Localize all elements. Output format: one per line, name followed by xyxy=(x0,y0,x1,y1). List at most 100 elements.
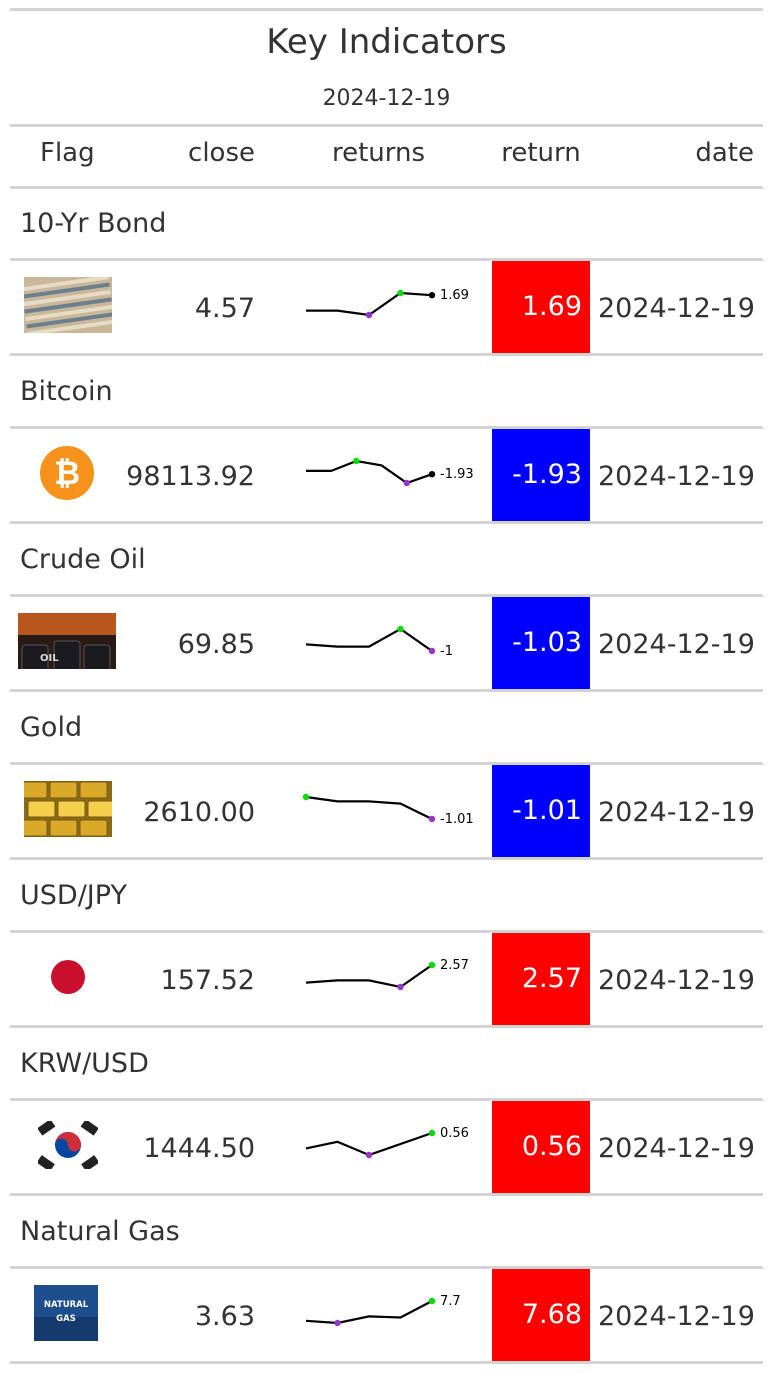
returns-sparkline: -1.01 xyxy=(302,793,474,827)
sparkline-max-point xyxy=(353,457,360,465)
date-value: 2024-12-19 xyxy=(598,293,755,324)
asset-icon-cell xyxy=(24,781,112,837)
date-value: 2024-12-19 xyxy=(598,1133,755,1164)
japan-sun xyxy=(51,960,85,994)
table-title: Key Indicators xyxy=(266,22,507,62)
row-divider xyxy=(10,1361,763,1364)
bond-stripe xyxy=(24,282,110,299)
gas-label: NATURAL xyxy=(44,1300,89,1310)
returns-sparkline: 7.7 xyxy=(305,1294,461,1327)
row-divider xyxy=(10,353,763,356)
returns-sparkline: 0.56 xyxy=(305,1126,469,1159)
gold-bar xyxy=(79,819,108,837)
sparkline-last-point xyxy=(428,1129,436,1137)
sparkline-last-label: -1.01 xyxy=(440,812,474,827)
sparkline-max-point xyxy=(302,793,310,801)
gold-bar xyxy=(24,819,48,837)
bitcoin-icon: ₿ xyxy=(40,446,94,500)
returns-sparkline: -1 xyxy=(305,625,453,659)
sparkline-path xyxy=(305,1131,433,1157)
gold-bar xyxy=(24,781,48,799)
sparkline-last-point xyxy=(428,471,436,478)
sparkline-max-point xyxy=(397,625,404,633)
close-value: 98113.92 xyxy=(126,461,255,492)
sparkline-last-point xyxy=(428,815,436,823)
sparkline-last-label: 0.56 xyxy=(440,1126,469,1141)
korea-trigram xyxy=(80,1121,98,1136)
bitcoin-circle xyxy=(40,446,94,500)
group-divider xyxy=(10,594,763,597)
sparkline-min-point xyxy=(365,1151,373,1159)
bond-stripe xyxy=(24,289,111,307)
asset-icon-cell: OIL xyxy=(18,613,116,669)
group-divider xyxy=(10,1098,763,1101)
gold-bar xyxy=(79,781,108,799)
sparkline-last-label: 2.57 xyxy=(440,958,469,973)
bond-stripe xyxy=(24,297,112,314)
sparkline-path xyxy=(305,627,433,652)
close-value: 1444.50 xyxy=(143,1133,255,1164)
returns-sparkline: -1.93 xyxy=(306,457,474,487)
return-value: 7.68 xyxy=(492,1269,590,1361)
close-value: 3.63 xyxy=(194,1301,255,1332)
bond-stripe xyxy=(25,304,112,322)
row-divider xyxy=(10,857,763,860)
column-header-flag[interactable]: Flag xyxy=(40,138,95,168)
korea-trigram xyxy=(38,1121,56,1136)
korea-trigram xyxy=(81,1155,98,1169)
header-bottom-border xyxy=(10,186,763,189)
asset-icon-cell xyxy=(38,1121,98,1169)
asset-icon-cell xyxy=(24,277,112,333)
return-value: -1.93 xyxy=(492,429,590,521)
date-value: 2024-12-19 xyxy=(598,965,755,996)
sparkline-path xyxy=(305,964,433,989)
table-top-border xyxy=(10,8,763,11)
gold-bar xyxy=(49,819,78,837)
bond-stripe xyxy=(24,277,109,292)
column-header-date[interactable]: date xyxy=(695,138,754,168)
bitcoin-symbol: ₿ xyxy=(54,454,80,492)
sparkline-path xyxy=(306,459,433,485)
row-divider xyxy=(10,689,763,692)
column-header-return[interactable]: return xyxy=(501,138,581,168)
close-value: 157.52 xyxy=(160,965,255,996)
group-header: Crude Oil xyxy=(20,544,146,575)
korea-flag-icon xyxy=(38,1121,98,1169)
column-header-close[interactable]: close xyxy=(188,138,255,168)
treasury-bonds-image xyxy=(24,277,112,333)
oil-label: OIL xyxy=(40,653,59,664)
sparkline-min-point xyxy=(397,983,404,991)
oil-sky xyxy=(18,613,116,635)
gold-bars-image xyxy=(24,781,112,837)
close-value: 4.57 xyxy=(194,293,255,324)
group-header: 10-Yr Bond xyxy=(20,208,167,239)
oil-barrel xyxy=(21,644,49,669)
sparkline-last-point xyxy=(428,292,436,299)
sparkline-path xyxy=(305,1300,433,1325)
korea-trigram xyxy=(38,1155,55,1169)
gold-bar xyxy=(27,800,56,818)
return-value: 0.56 xyxy=(492,1101,590,1193)
group-divider xyxy=(10,762,763,765)
sparkline-min-point xyxy=(403,479,410,487)
bond-stripe xyxy=(27,319,112,333)
sparkline-min-point xyxy=(365,311,373,319)
gold-bar xyxy=(87,800,112,818)
gold-bar xyxy=(57,800,86,818)
sparkline-last-label: 7.7 xyxy=(440,1294,461,1309)
bond-stripe xyxy=(26,312,112,329)
sparkline-last-point xyxy=(428,647,436,655)
sparkline-last-label: -1.93 xyxy=(440,467,474,482)
return-value: 2.57 xyxy=(492,933,590,1025)
gas-bottom xyxy=(34,1317,98,1341)
close-value: 69.85 xyxy=(177,629,255,660)
return-value: -1.03 xyxy=(492,597,590,689)
table-subtitle: 2024-12-19 xyxy=(322,86,451,111)
column-header-returns[interactable]: returns xyxy=(331,138,426,168)
asset-icon-cell: NATURAL GAS xyxy=(34,1285,98,1341)
gas-label: GAS xyxy=(56,1314,76,1324)
returns-sparkline: 1.69 xyxy=(306,288,469,319)
group-header: USD/JPY xyxy=(20,880,127,911)
sparkline-min-point xyxy=(334,1319,341,1327)
natural-gas-image: NATURAL GAS xyxy=(34,1285,98,1341)
